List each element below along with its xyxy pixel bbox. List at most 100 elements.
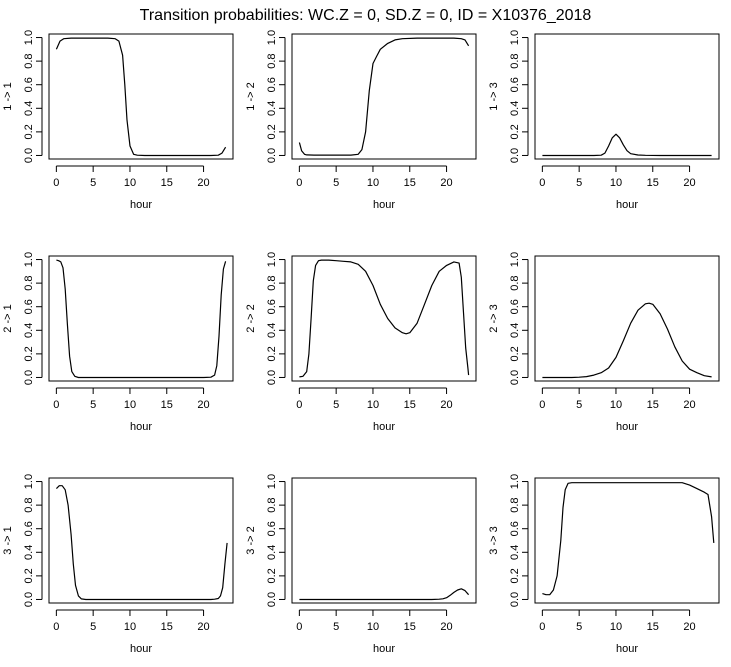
y-axis-label: 3 -> 3 <box>488 526 500 554</box>
x-tick-label: 10 <box>124 177 136 189</box>
y-tick-label: 0.4 <box>23 101 35 116</box>
x-tick-label: 15 <box>404 177 416 189</box>
y-tick-label: 0.8 <box>266 275 278 290</box>
plot-frame <box>291 477 477 604</box>
x-tick-label: 15 <box>161 399 173 411</box>
x-tick-label: 0 <box>296 621 302 633</box>
y-tick-label: 0.8 <box>509 275 521 290</box>
y-tick-label: 0.6 <box>266 521 278 536</box>
x-tick-label: 15 <box>161 621 173 633</box>
plot-frame <box>48 255 234 382</box>
series-line <box>542 482 715 596</box>
panel-2: 0 5 10 15 20 0.0 0.2 0.4 0.6 0.8 1.0 hour 1 -> 2 <box>245 30 477 211</box>
plot-frame <box>291 255 477 382</box>
x-tick-label: 20 <box>197 621 209 633</box>
x-tick-label: 15 <box>647 399 659 411</box>
panel-3: 0 5 10 15 20 0.0 0.2 0.4 0.6 0.8 1.0 hour 1 -> 3 <box>488 30 720 211</box>
x-tick-label: 0 <box>296 177 302 189</box>
x-axis-label: hour <box>616 199 638 211</box>
y-axis-label: 2 -> 3 <box>488 304 500 332</box>
x-tick-label: 5 <box>333 177 339 189</box>
plot-frame <box>48 33 234 160</box>
x-tick-label: 20 <box>683 177 695 189</box>
y-tick-label: 0.8 <box>509 497 521 512</box>
x-tick-label: 10 <box>367 399 379 411</box>
y-tick-label: 0.2 <box>266 124 278 139</box>
y-tick-label: 0.6 <box>266 77 278 92</box>
y-tick-label: 0.6 <box>23 521 35 536</box>
y-tick-label: 0.0 <box>23 592 35 607</box>
x-tick-label: 0 <box>539 621 545 633</box>
y-tick-label: 0.2 <box>509 346 521 361</box>
panel-7: 0 5 10 15 20 0.0 0.2 0.4 0.6 0.8 1.0 hour 3 -> 1 <box>2 474 234 655</box>
y-axis-label: 3 -> 2 <box>245 526 257 554</box>
x-tick-label: 20 <box>683 399 695 411</box>
x-tick-label: 5 <box>333 399 339 411</box>
y-tick-label: 0.2 <box>23 346 35 361</box>
x-tick-label: 10 <box>124 399 136 411</box>
x-tick-label: 5 <box>576 399 582 411</box>
y-tick-label: 0.8 <box>23 275 35 290</box>
x-axis-label: hour <box>130 643 152 655</box>
x-tick-label: 20 <box>197 399 209 411</box>
y-tick-label: 1.0 <box>509 30 521 45</box>
y-tick-label: 0.4 <box>509 545 521 560</box>
y-tick-label: 0.6 <box>509 299 521 314</box>
x-tick-label: 5 <box>90 621 96 633</box>
x-axis-label: hour <box>616 643 638 655</box>
y-tick-label: 0.2 <box>266 346 278 361</box>
y-axis-label: 1 -> 3 <box>488 82 500 110</box>
y-tick-label: 0.0 <box>23 148 35 163</box>
x-tick-label: 10 <box>610 399 622 411</box>
y-axis-label: 1 -> 2 <box>245 82 257 110</box>
panel-1: 0 5 10 15 20 0.0 0.2 0.4 0.6 0.8 1.0 hour 1 -> 1 <box>2 30 234 211</box>
series-line <box>542 302 712 379</box>
x-tick-label: 0 <box>539 177 545 189</box>
x-tick-label: 20 <box>683 621 695 633</box>
y-tick-label: 0.6 <box>266 299 278 314</box>
series-line <box>542 133 712 157</box>
x-tick-label: 5 <box>333 621 339 633</box>
x-tick-label: 5 <box>576 621 582 633</box>
x-tick-label: 10 <box>367 621 379 633</box>
x-tick-label: 5 <box>576 177 582 189</box>
y-tick-label: 0.8 <box>23 53 35 68</box>
panel-4: 0 5 10 15 20 0.0 0.2 0.4 0.6 0.8 1.0 hour 2 -> 1 <box>2 252 234 433</box>
y-tick-label: 0.6 <box>509 521 521 536</box>
panel-5: 0 5 10 15 20 0.0 0.2 0.4 0.6 0.8 1.0 hour 2 -> 2 <box>245 252 477 433</box>
series-line <box>298 37 470 156</box>
y-tick-label: 0.6 <box>23 77 35 92</box>
y-axis-label: 3 -> 1 <box>2 526 14 554</box>
x-tick-label: 0 <box>296 399 302 411</box>
series-line <box>55 37 227 157</box>
x-tick-label: 15 <box>647 177 659 189</box>
x-axis-label: hour <box>616 421 638 433</box>
y-tick-label: 1.0 <box>509 474 521 489</box>
x-tick-label: 5 <box>90 399 96 411</box>
y-tick-label: 0.2 <box>23 568 35 583</box>
x-axis-label: hour <box>373 643 395 655</box>
panel-8: 0 5 10 15 20 0.0 0.2 0.4 0.6 0.8 1.0 hour 3 -> 2 <box>245 474 477 655</box>
y-tick-label: 0.4 <box>266 323 278 338</box>
x-tick-label: 15 <box>647 621 659 633</box>
y-tick-label: 0.8 <box>266 497 278 512</box>
x-tick-label: 0 <box>53 177 59 189</box>
x-tick-label: 15 <box>404 621 416 633</box>
y-tick-label: 1.0 <box>23 474 35 489</box>
y-tick-label: 0.4 <box>23 323 35 338</box>
x-tick-label: 0 <box>53 621 59 633</box>
y-tick-label: 1.0 <box>509 252 521 267</box>
x-tick-label: 5 <box>90 177 96 189</box>
series-line <box>299 588 470 601</box>
y-tick-label: 1.0 <box>23 252 35 267</box>
plot-frame <box>534 477 720 604</box>
y-tick-label: 0.2 <box>509 124 521 139</box>
y-tick-label: 1.0 <box>266 252 278 267</box>
series-line <box>56 259 227 379</box>
y-tick-label: 0.0 <box>266 148 278 163</box>
y-tick-label: 1.0 <box>266 30 278 45</box>
y-tick-label: 0.2 <box>266 568 278 583</box>
y-tick-label: 0.0 <box>23 370 35 385</box>
series-line <box>299 259 470 378</box>
y-tick-label: 1.0 <box>266 474 278 489</box>
